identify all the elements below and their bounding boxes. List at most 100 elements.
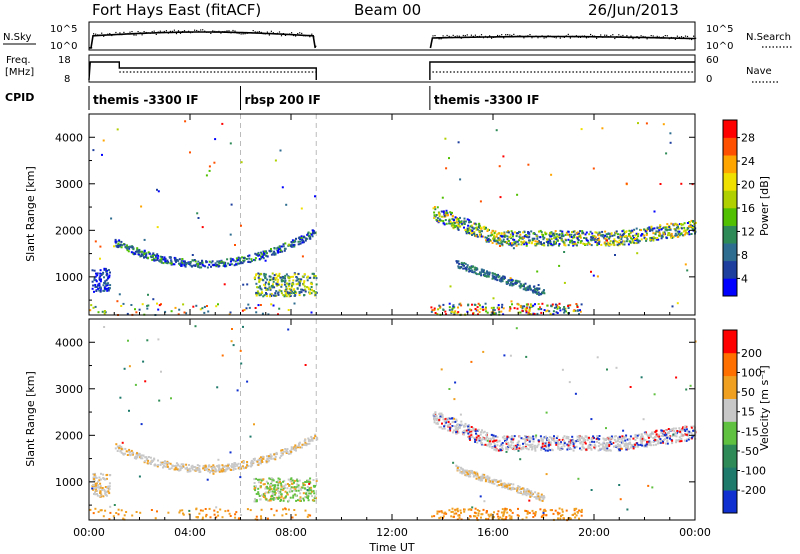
echo-point [646, 440, 648, 443]
echo-point [124, 245, 127, 248]
echo-point [270, 250, 273, 253]
echo-point [239, 349, 242, 352]
echo-point [634, 239, 637, 242]
echo-point [490, 513, 493, 516]
echo-point [533, 285, 536, 288]
echo-point [509, 487, 511, 490]
echo-point [469, 429, 472, 432]
echo-point [105, 494, 108, 497]
echo-point [280, 279, 283, 281]
echo-point [185, 463, 188, 466]
echo-point [306, 279, 309, 282]
echo-point [666, 442, 669, 445]
echo-point [634, 434, 637, 437]
noise-search-point [606, 34, 608, 36]
echo-point [636, 442, 639, 445]
echo-point [302, 289, 305, 292]
noise-search-point [452, 34, 454, 36]
echo-point [120, 305, 123, 307]
echo-point [561, 510, 564, 513]
echo-point [468, 437, 471, 440]
echo-point [300, 291, 303, 294]
echo-point [290, 486, 293, 489]
echo-point [241, 309, 244, 312]
echo-point [194, 325, 197, 328]
echo-point [654, 438, 657, 441]
echo-point [468, 268, 471, 270]
echo-point [653, 393, 656, 396]
echo-point [674, 229, 677, 232]
echo-point [250, 260, 253, 262]
echo-point [162, 262, 165, 265]
echo-point [191, 464, 194, 467]
echo-point [449, 211, 452, 214]
echo-point [97, 510, 100, 513]
echo-point [186, 469, 189, 472]
echo-point [625, 446, 627, 449]
echo-point [480, 516, 482, 519]
echo-point [254, 487, 256, 489]
cpid-label: CPID [5, 91, 34, 104]
echo-point [293, 239, 296, 242]
echo-point [584, 439, 587, 441]
echo-point [606, 447, 609, 450]
echo-point [214, 264, 217, 267]
echo-point [451, 225, 454, 228]
echo-point [257, 254, 260, 257]
echo-point [118, 446, 121, 449]
echo-point [104, 491, 107, 494]
echo-point [562, 436, 565, 439]
echo-point [129, 454, 132, 457]
echo-point [204, 467, 207, 470]
echo-point [497, 237, 500, 240]
echo-point [531, 289, 534, 292]
echo-point [302, 497, 305, 500]
echo-point [278, 492, 281, 495]
echo-point [571, 514, 574, 516]
echo-point [464, 425, 466, 428]
echo-point [627, 448, 630, 450]
echo-point [504, 437, 507, 440]
echo-point [511, 441, 514, 444]
echo-point [530, 494, 533, 497]
echo-point [292, 241, 295, 243]
noise-search-point [563, 36, 565, 38]
echo-point [450, 213, 452, 216]
noise-search-point [131, 31, 133, 33]
echo-point [683, 428, 686, 431]
echo-point [551, 244, 554, 247]
echo-point [283, 283, 286, 286]
echo-point [487, 234, 490, 237]
echo-point [586, 439, 589, 442]
echo-point [93, 473, 96, 476]
echo-point [196, 516, 199, 518]
echo-point [666, 223, 669, 226]
echo-point [587, 241, 590, 244]
echo-point [455, 425, 458, 428]
echo-point [257, 462, 260, 465]
echo-point [457, 227, 459, 230]
x-tick-label: 00:00 [679, 526, 711, 539]
echo-point [680, 223, 682, 225]
echo-point [604, 234, 607, 237]
echo-point [606, 445, 609, 448]
echo-point [444, 310, 447, 313]
noise-search-point [163, 30, 165, 33]
echo-point [127, 250, 130, 253]
echo-point [471, 303, 473, 306]
echo-point [94, 491, 96, 494]
echo-point [495, 233, 498, 236]
echo-point [645, 232, 648, 235]
echo-point [487, 273, 489, 276]
echo-point [579, 439, 582, 442]
echo-point [680, 433, 683, 436]
echo-point [274, 252, 277, 255]
echo-point [504, 441, 507, 443]
echo-point [570, 439, 573, 442]
echo-point [480, 513, 483, 516]
echo-point [462, 267, 465, 270]
echo-point [107, 269, 110, 271]
echo-point [537, 308, 540, 310]
echo-point [499, 480, 502, 483]
echo-point [268, 459, 271, 462]
